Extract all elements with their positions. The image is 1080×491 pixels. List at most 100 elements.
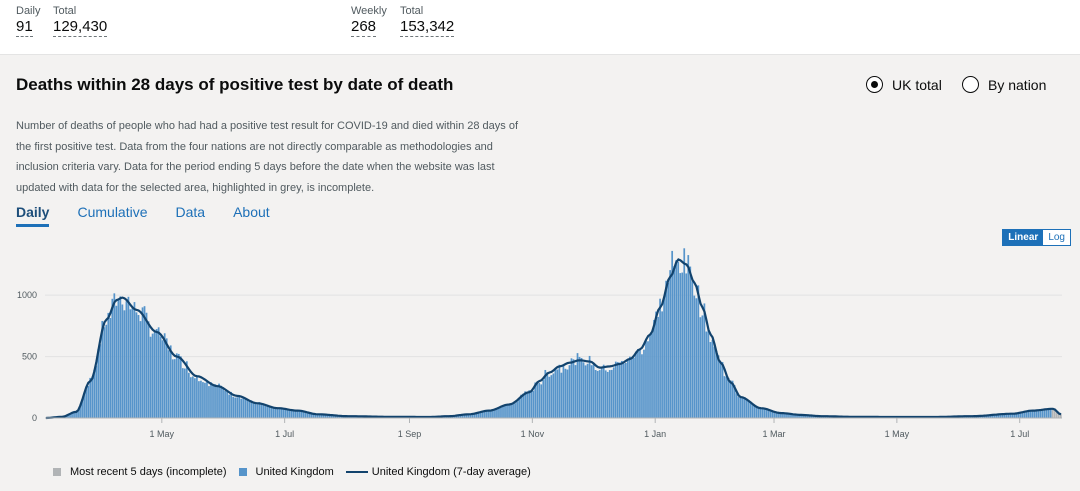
bar [578,357,581,418]
bar [761,408,764,418]
bar [691,281,694,418]
bar [526,392,529,418]
bar [673,266,676,418]
bar [723,376,726,418]
bar [232,396,235,418]
bar [337,415,339,418]
bar [129,309,132,418]
radio-by-nation[interactable]: By nation [962,76,1046,93]
bar [556,369,559,418]
bar [679,273,682,418]
bar [806,415,808,418]
bar [226,391,228,418]
bar [574,365,577,418]
bar [306,412,309,418]
radio-uk-total[interactable]: UK total [866,76,942,93]
bar [177,353,180,418]
bar [248,400,251,418]
bar [91,376,94,418]
bar [218,383,220,418]
bar [1049,408,1052,418]
bar [469,413,472,418]
tab-data[interactable]: Data [175,204,206,220]
legend-uk-swatch [238,468,247,476]
bar [719,363,722,418]
bar [985,415,988,418]
bar [187,372,190,418]
bar [544,369,547,418]
bar [1015,413,1018,418]
bar [814,415,817,418]
bar [681,272,684,418]
bar [711,339,714,418]
bar [995,414,998,418]
bar [238,396,241,418]
bar [695,298,698,418]
scale-linear-button[interactable]: Linear [1003,230,1044,245]
bar [121,304,124,418]
bar [288,409,291,418]
bar [647,341,649,418]
bar [236,397,239,418]
tab-about[interactable]: About [233,204,270,220]
bar [127,296,130,418]
chart-tabs: Daily Cumulative Data About [16,204,298,227]
bar [983,415,986,418]
bar [486,410,488,418]
bar [294,411,297,418]
bar [89,377,92,418]
daily-metric: Daily 91 [16,5,40,37]
total-value[interactable]: 129,430 [53,18,108,37]
bar [757,408,760,418]
bar [1011,413,1014,418]
bar [782,413,784,418]
bar [693,295,696,418]
bar [151,333,154,418]
bar [786,413,788,418]
bar [570,358,573,418]
bar [339,416,341,418]
weekly-total-value[interactable]: 153,342 [400,18,455,37]
bar [1037,410,1040,418]
bar [627,360,629,418]
bar [228,394,230,418]
bar [167,350,170,418]
bar [987,415,990,418]
bar [669,270,672,418]
bar [522,393,524,418]
bar [97,348,100,418]
bar [788,413,790,418]
scale-log-button[interactable]: Log [1043,230,1070,245]
bar [594,369,597,418]
bar [504,404,506,418]
bar [1007,413,1010,418]
bar [675,260,678,418]
tab-daily[interactable]: Daily [16,204,50,227]
bar [1039,409,1042,418]
bar [767,409,770,418]
bar [453,415,456,418]
bar [588,355,591,418]
bar [502,405,504,418]
tab-cumulative[interactable]: Cumulative [77,204,148,220]
legend-uk-label: United Kingdom [255,466,334,478]
total-label: Total [53,5,77,17]
bar [997,414,1000,418]
legend-avg: United Kingdom (7-day average) [345,466,531,478]
bar [707,328,710,418]
bar [604,370,607,418]
bar [117,300,120,418]
bar [298,410,301,418]
bar [143,306,146,418]
bar [520,394,522,418]
bar [552,373,555,418]
bar [1053,409,1056,418]
bar [284,408,287,418]
bar [993,414,996,418]
weekly-value[interactable]: 268 [351,18,377,37]
daily-value[interactable]: 91 [16,18,33,37]
bar [1005,414,1008,418]
bar [683,248,686,418]
bar [510,403,512,418]
bar [119,296,122,418]
